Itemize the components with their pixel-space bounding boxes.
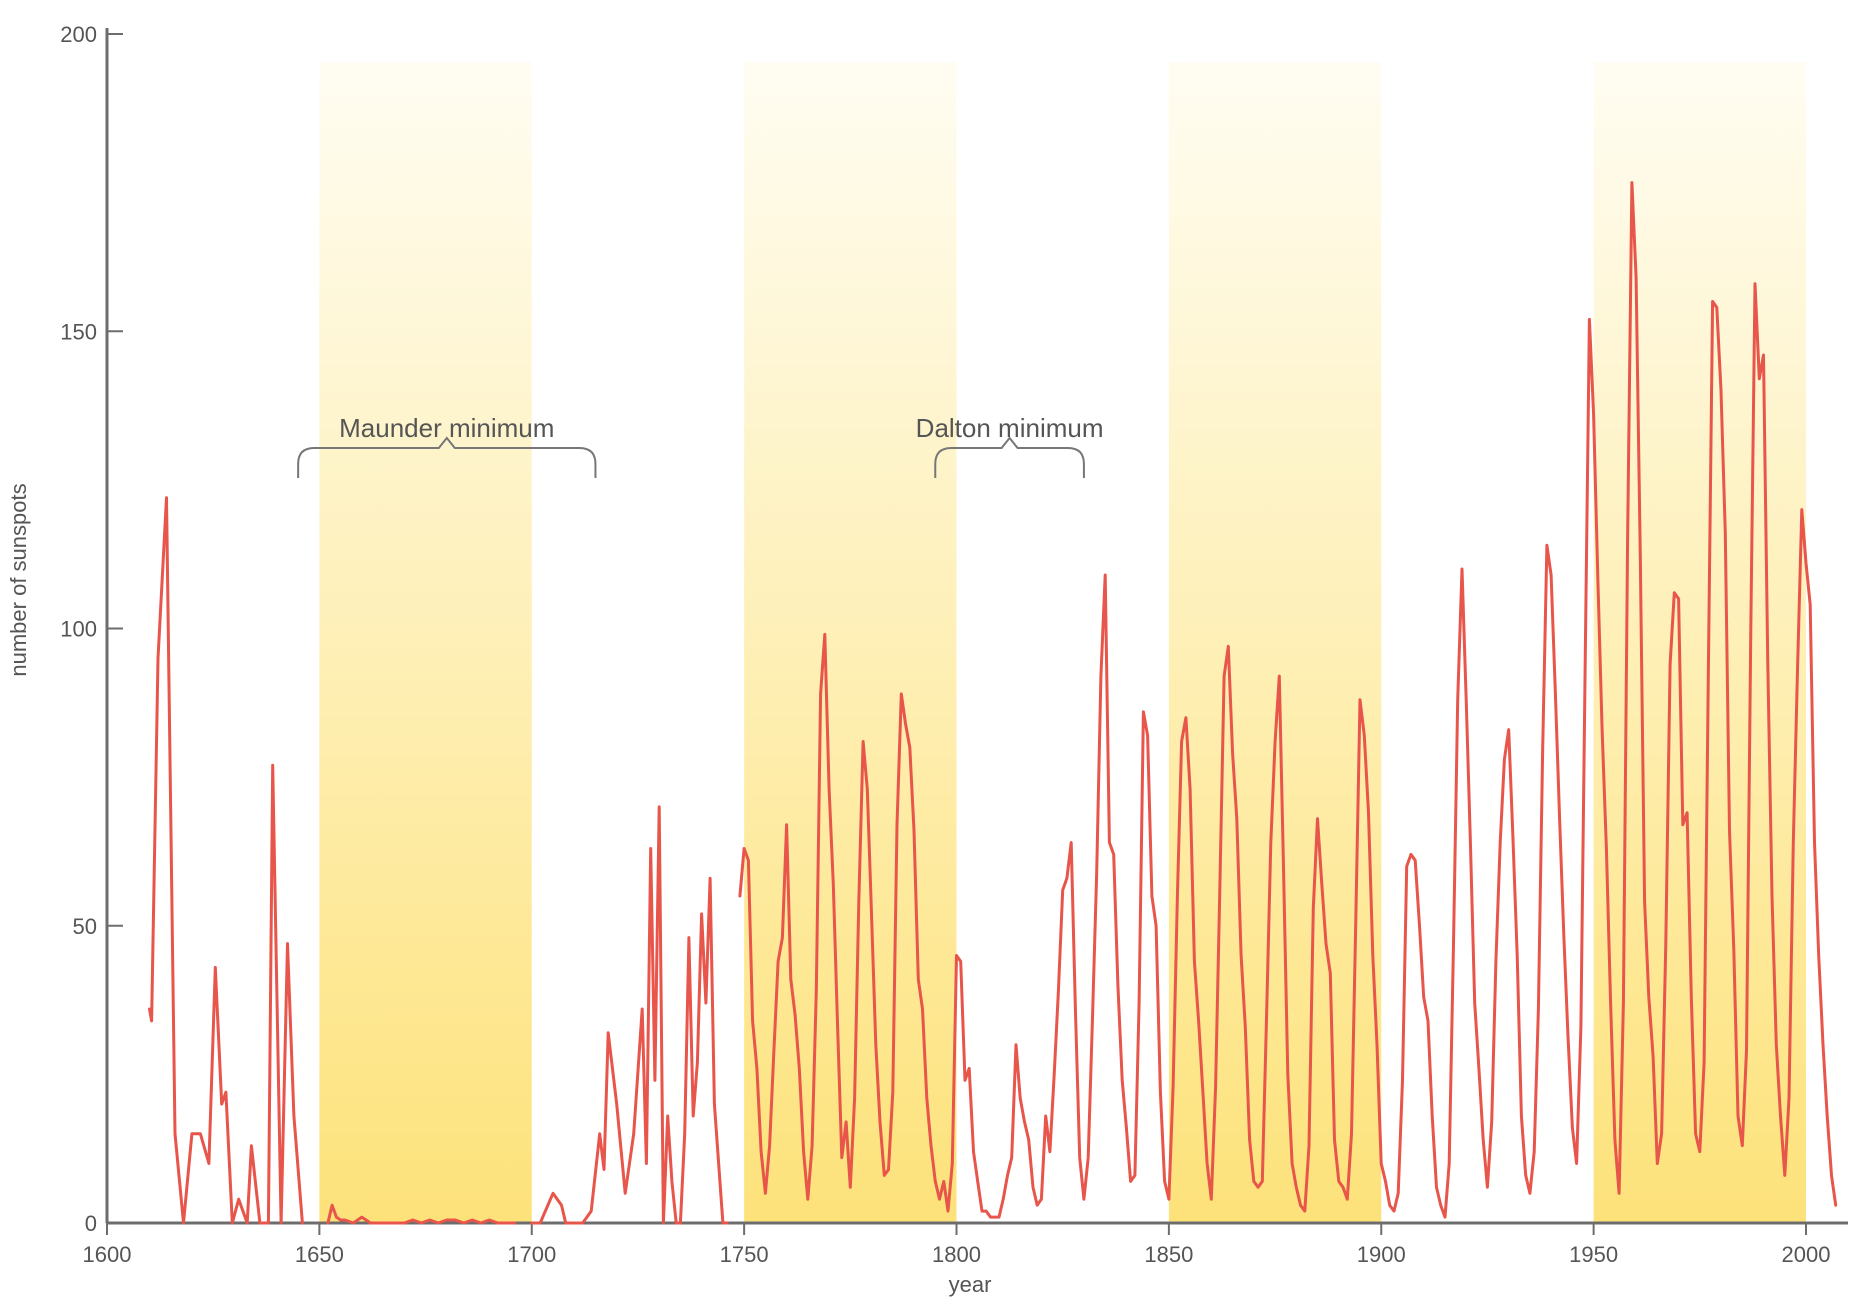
y-tick-label: 150 (60, 319, 97, 344)
annotation-brace-0 (297, 436, 597, 478)
series-group (148, 181, 1838, 1225)
annotations: Maunder minimum Dalton minimum (297, 413, 1104, 478)
x-tick-label: 1900 (1357, 1242, 1406, 1267)
x-tick-label: 1650 (295, 1242, 344, 1267)
series-line-segment (530, 805, 729, 1225)
annotation-label-0: Maunder minimum (339, 413, 554, 443)
x-tick-label: 1600 (83, 1242, 132, 1267)
series-line-segment (148, 496, 304, 1225)
y-axis-title: number of sunspots (6, 483, 31, 676)
shaded-band-1 (744, 62, 957, 1223)
series-line-segment (738, 181, 1838, 1219)
y-tick-label: 0 (85, 1211, 97, 1236)
annotation-label-1: Dalton minimum (916, 413, 1104, 443)
shaded-band-2 (1168, 62, 1382, 1223)
series-line-segment (326, 1203, 517, 1225)
x-tick-label: 1800 (932, 1242, 981, 1267)
shaded-band-3 (1593, 62, 1806, 1223)
shaded-band-0 (319, 62, 532, 1223)
y-tick-label: 200 (60, 22, 97, 47)
x-tick-label: 1950 (1569, 1242, 1618, 1267)
x-tick-label: 1750 (720, 1242, 769, 1267)
x-axis-title: year (949, 1272, 992, 1297)
x-tick-label: 2000 (1782, 1242, 1831, 1267)
x-tick-label: 1700 (507, 1242, 556, 1267)
annotation-brace-1 (934, 436, 1085, 478)
shaded-bands (319, 62, 1806, 1223)
x-tick-label: 1850 (1144, 1242, 1193, 1267)
y-tick-label: 100 (60, 617, 97, 642)
y-tick-label: 50 (73, 914, 97, 939)
